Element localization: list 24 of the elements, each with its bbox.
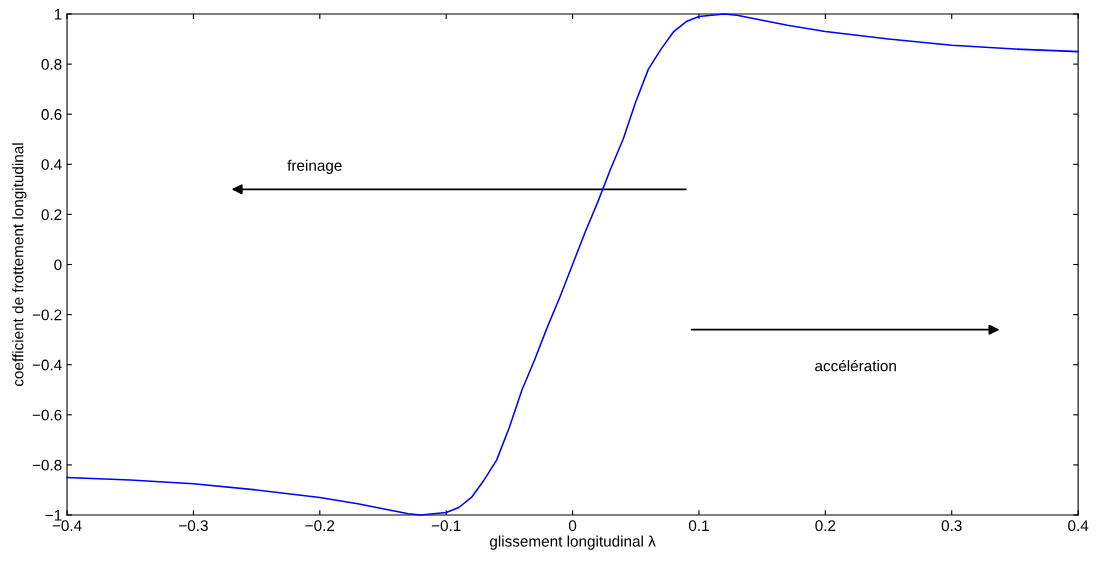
y-tick-label: −0.2 [32,309,62,321]
y-tick-label: 0 [54,259,62,271]
annotation: accélération [815,359,896,372]
y-tick-label: 1 [54,9,62,20]
annotation: freinage [287,159,342,174]
x-tick-label: −0.2 [305,520,335,532]
x-tick-label: 0.4 [1068,520,1089,532]
x-tick-label: 0 [568,520,577,532]
x-tick-label: 0.2 [815,520,836,532]
y-tick-label: 0.8 [41,58,62,70]
y-tick-label: −0.6 [32,409,62,421]
line-series [66,13,1079,516]
y-tick-label: 0.4 [41,159,62,170]
x-axis-title: glissement longitudinal λ [490,535,656,550]
x-tick-label: −0.3 [179,520,208,532]
y-tick-label: 0.6 [41,109,62,120]
x-tick-label: −0.1 [431,520,461,532]
y-tick-label: 0.2 [41,209,62,221]
x-tick-label: 0.3 [941,520,962,532]
y-axis-title: coefficient de frottement longitudinal [12,143,27,387]
y-tick-label: −1 [45,510,62,521]
y-tick-label: −0.4 [32,359,62,371]
y-tick-label: −0.8 [32,459,62,471]
x-tick-label: 0.1 [688,520,709,532]
